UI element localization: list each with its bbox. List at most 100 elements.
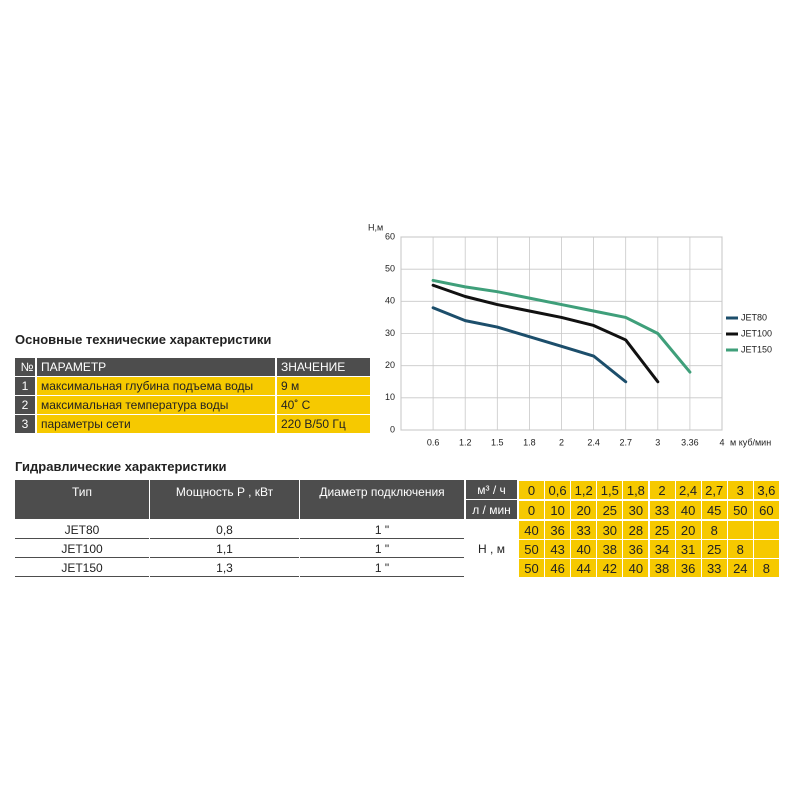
y-axis-label: Н,м — [368, 222, 383, 232]
legend-label: JET80 — [741, 312, 767, 322]
specs-cell: 3 — [15, 415, 35, 433]
head-cell: 40 — [571, 540, 597, 558]
x-axis-label: м куб/мин — [730, 437, 771, 447]
y-tick-label: 40 — [385, 296, 395, 306]
flow-cell: 1,8 — [623, 481, 649, 499]
head-cell: 43 — [545, 540, 571, 558]
flow-cell: 25 — [597, 501, 623, 519]
head-cell: 25 — [649, 521, 675, 539]
head-cell: 33 — [571, 521, 597, 539]
head-cell: 50 — [519, 559, 544, 577]
head-cell: 38 — [597, 540, 623, 558]
x-tick-label: 1.2 — [459, 437, 472, 447]
flow-cell: 30 — [623, 501, 649, 519]
pump-type: JET80 — [15, 521, 149, 539]
specs-cell: 1 — [15, 377, 35, 395]
pump-type: JET100 — [15, 540, 149, 558]
specs-cell: 9 м — [277, 377, 370, 395]
head-cell: 30 — [597, 521, 623, 539]
x-tick-label: 1.5 — [491, 437, 504, 447]
flow-cell: 3 — [727, 481, 753, 499]
head-cell: 33 — [701, 559, 727, 577]
head-cell: 46 — [545, 559, 571, 577]
head-cell: 50 — [519, 540, 544, 558]
y-tick-label: 60 — [385, 231, 395, 241]
series-line — [431, 283, 660, 384]
x-tick-label: 4 — [719, 437, 724, 447]
flow-cell: 2 — [649, 481, 675, 499]
specs-header: ПАРАМЕТР — [37, 358, 275, 376]
x-tick-label: 3.36 — [681, 437, 699, 447]
head-cell — [727, 521, 753, 539]
head-cell: 8 — [701, 521, 727, 539]
x-tick-label: 3 — [655, 437, 660, 447]
head-cell: 40 — [519, 521, 544, 539]
y-tick-label: 30 — [385, 328, 395, 338]
x-tick-label: 0.6 — [427, 437, 440, 447]
series-line — [431, 278, 692, 374]
head-cell: 42 — [597, 559, 623, 577]
x-tick-label: 1.8 — [523, 437, 536, 447]
hydraulic-header: Тип — [15, 480, 149, 519]
pump-power: 0,8 — [150, 521, 299, 539]
specs-header: ЗНАЧЕНИЕ — [277, 358, 370, 376]
specs-header: № — [15, 358, 35, 376]
hydraulic-title: Гидравлические характеристики — [15, 459, 227, 474]
series-line — [431, 306, 628, 384]
flow-cell: 1,2 — [571, 481, 597, 499]
flow-cell: 2,4 — [675, 481, 701, 499]
pump-diameter: 1 " — [300, 540, 464, 558]
head-cell: 36 — [623, 540, 649, 558]
y-tick-label: 0 — [390, 424, 395, 434]
flow-cell: 45 — [701, 501, 727, 519]
hydraulic-header: Мощность P , кВт — [150, 480, 299, 519]
head-cell — [753, 540, 779, 558]
x-tick-label: 2.4 — [587, 437, 600, 447]
y-tick-label: 50 — [385, 264, 395, 274]
head-cell: 34 — [649, 540, 675, 558]
head-cell — [753, 521, 779, 539]
specs-cell: максимальная температура воды — [37, 396, 275, 414]
specs-cell: 220 В/50 Гц — [277, 415, 370, 433]
pump-diameter: 1 " — [300, 559, 464, 577]
head-cell: 40 — [623, 559, 649, 577]
flow-cell: 0 — [519, 501, 544, 519]
unit-label: м³ / ч — [466, 480, 517, 499]
specs-title: Основные технические характеристики — [15, 332, 272, 347]
head-cell: 36 — [545, 521, 571, 539]
unit-label: Н , м — [466, 520, 517, 578]
x-tick-label: 2.7 — [619, 437, 632, 447]
x-tick-label: 2 — [559, 437, 564, 447]
pump-power: 1,1 — [150, 540, 299, 558]
legend-label: JET150 — [741, 344, 772, 354]
specs-cell: максимальная глубина подъема воды — [37, 377, 275, 395]
legend-label: JET100 — [741, 328, 772, 338]
flow-cell: 1,5 — [597, 481, 623, 499]
pump-type: JET150 — [15, 559, 149, 577]
flow-cell: 0 — [519, 481, 544, 499]
y-tick-label: 20 — [385, 360, 395, 370]
pump-diameter: 1 " — [300, 521, 464, 539]
head-cell: 31 — [675, 540, 701, 558]
flow-cell: 40 — [675, 501, 701, 519]
head-cell: 24 — [727, 559, 753, 577]
head-cell: 38 — [649, 559, 675, 577]
y-tick-label: 10 — [385, 392, 395, 402]
flow-cell: 50 — [727, 501, 753, 519]
flow-cell: 3,6 — [753, 481, 779, 499]
head-cell: 36 — [675, 559, 701, 577]
specs-cell: 40˚ С — [277, 396, 370, 414]
head-cell: 25 — [701, 540, 727, 558]
flow-cell: 10 — [545, 501, 571, 519]
specs-cell: 2 — [15, 396, 35, 414]
hydraulic-header: Диаметр подключения — [300, 480, 464, 519]
unit-label: л / мин — [466, 500, 517, 519]
specs-cell: параметры сети — [37, 415, 275, 433]
flow-cell: 60 — [753, 501, 779, 519]
head-cell: 20 — [675, 521, 701, 539]
flow-cell: 2,7 — [701, 481, 727, 499]
head-cell: 44 — [571, 559, 597, 577]
flow-cell: 33 — [649, 501, 675, 519]
